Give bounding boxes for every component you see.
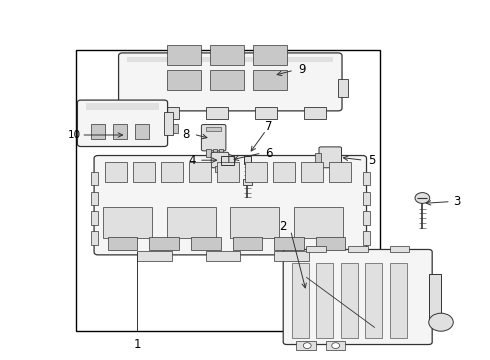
Bar	[316, 263, 333, 338]
Bar	[253, 45, 287, 65]
Bar	[253, 70, 287, 90]
Bar	[326, 341, 345, 350]
Bar	[91, 192, 98, 205]
Bar	[274, 237, 304, 250]
Bar	[363, 192, 370, 205]
Bar	[103, 207, 152, 238]
Circle shape	[332, 343, 340, 348]
Bar	[341, 263, 358, 338]
Bar	[137, 251, 172, 261]
Text: 6: 6	[265, 147, 272, 159]
Bar	[157, 107, 179, 119]
Bar	[304, 107, 326, 119]
Bar	[315, 153, 321, 163]
FancyBboxPatch shape	[119, 53, 342, 111]
Bar	[167, 45, 201, 65]
Bar	[363, 231, 370, 245]
FancyBboxPatch shape	[211, 152, 229, 168]
Bar	[210, 45, 244, 65]
Bar	[390, 263, 407, 338]
Bar	[294, 207, 343, 238]
Bar	[164, 112, 173, 135]
Bar	[306, 246, 326, 252]
Bar	[108, 237, 137, 250]
Text: 5: 5	[368, 154, 375, 167]
Bar	[221, 166, 225, 172]
Bar	[206, 127, 221, 131]
Circle shape	[220, 154, 235, 166]
Bar	[149, 237, 179, 250]
Text: 4: 4	[188, 154, 196, 167]
Text: 10: 10	[68, 130, 81, 140]
Bar	[113, 124, 127, 139]
Text: 9: 9	[298, 63, 306, 76]
Circle shape	[415, 193, 430, 203]
Bar	[167, 70, 201, 90]
Bar	[221, 156, 234, 165]
Bar	[363, 211, 370, 225]
Bar	[338, 79, 348, 97]
Text: 8: 8	[182, 128, 190, 141]
Bar	[191, 237, 220, 250]
Text: 2: 2	[279, 220, 287, 233]
Bar	[135, 124, 149, 139]
Bar	[173, 124, 178, 133]
Bar	[255, 107, 277, 119]
FancyBboxPatch shape	[94, 156, 367, 255]
Bar	[91, 124, 105, 139]
Bar	[243, 179, 252, 185]
Bar	[219, 149, 223, 157]
Text: 1: 1	[133, 338, 141, 351]
Bar	[365, 263, 382, 338]
Bar	[390, 246, 409, 252]
Bar	[363, 172, 370, 185]
FancyBboxPatch shape	[319, 147, 342, 168]
Bar	[348, 246, 368, 252]
Bar	[127, 57, 333, 62]
Circle shape	[303, 343, 311, 348]
Bar	[189, 162, 211, 182]
Bar	[301, 162, 323, 182]
FancyBboxPatch shape	[201, 125, 226, 151]
Text: 7: 7	[265, 120, 272, 133]
Bar	[292, 263, 309, 338]
Bar	[429, 274, 441, 320]
Bar	[233, 237, 262, 250]
Bar	[91, 211, 98, 225]
Bar	[316, 237, 345, 250]
Bar	[245, 162, 267, 182]
Text: 3: 3	[453, 195, 461, 208]
Bar	[105, 162, 127, 182]
Bar	[167, 207, 216, 238]
Bar	[206, 107, 228, 119]
Bar	[91, 231, 98, 245]
Bar	[244, 156, 251, 164]
FancyBboxPatch shape	[77, 100, 168, 147]
Bar	[210, 70, 244, 90]
Bar	[230, 207, 279, 238]
FancyBboxPatch shape	[283, 249, 432, 345]
Bar	[161, 162, 183, 182]
Bar	[76, 50, 380, 331]
Bar	[213, 149, 217, 157]
Bar	[133, 162, 155, 182]
Bar	[329, 162, 351, 182]
Bar	[274, 251, 309, 261]
Bar	[206, 251, 240, 261]
Bar	[86, 103, 159, 110]
Bar	[215, 166, 219, 172]
Bar	[273, 162, 295, 182]
Bar	[91, 172, 98, 185]
Bar	[206, 149, 211, 157]
Circle shape	[429, 313, 453, 331]
Bar	[217, 162, 239, 182]
Bar	[296, 341, 316, 350]
